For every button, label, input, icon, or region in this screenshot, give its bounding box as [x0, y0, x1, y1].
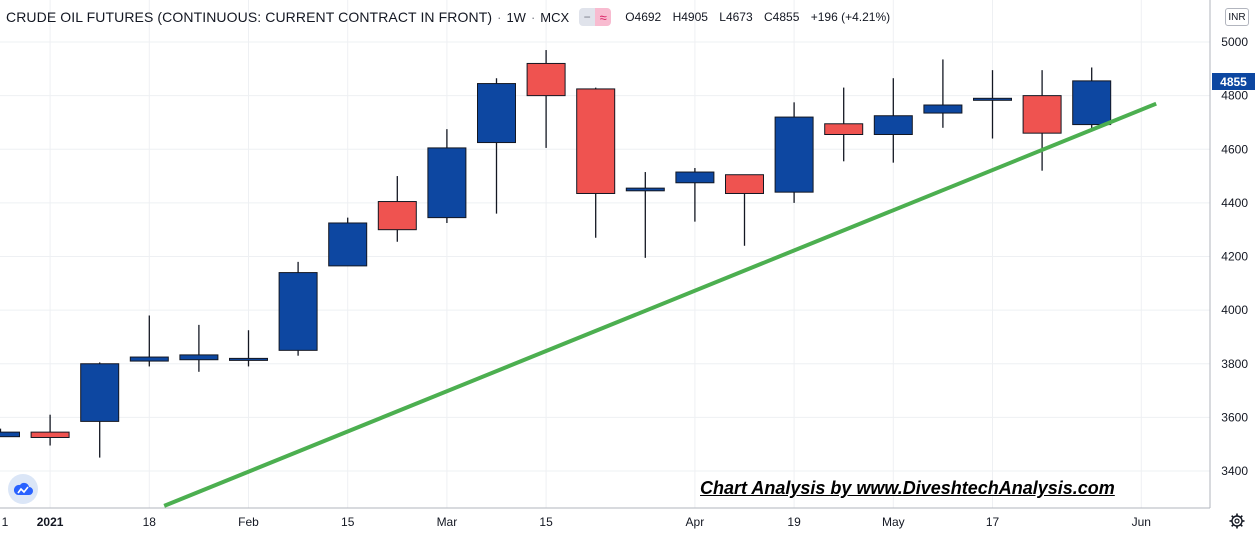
last-price-label: 4855	[1212, 73, 1255, 90]
interval-label[interactable]: 1W	[506, 9, 526, 25]
candle-body	[30, 431, 70, 438]
change-value: +196 (+4.21%)	[810, 10, 891, 24]
cloud-logo-icon[interactable]	[8, 474, 38, 504]
time-tick-label: Apr	[686, 515, 705, 529]
watermark-text: Chart Analysis by www.DiveshtechAnalysis…	[700, 478, 1115, 498]
bullish-candle	[278, 261, 318, 356]
bullish-candle	[774, 102, 814, 203]
gear-icon[interactable]	[1228, 512, 1246, 530]
price-tick-label: 5000	[1221, 35, 1248, 49]
time-tick-label: 18	[143, 515, 157, 529]
low-value: L4673	[719, 10, 753, 24]
time-tick-label: May	[882, 515, 905, 529]
candle-body	[179, 354, 219, 361]
time-tick-label: 15	[539, 515, 553, 529]
time-tick-label: 15	[341, 515, 355, 529]
candle-body	[80, 363, 120, 422]
bullish-candle	[973, 70, 1012, 139]
candle-body	[1072, 80, 1112, 126]
price-tick-label: 4000	[1221, 303, 1248, 317]
bullish-candle	[0, 428, 20, 438]
bullish-candle	[675, 168, 715, 222]
exchange-label[interactable]: MCX	[540, 9, 570, 25]
bearish-candle	[377, 176, 417, 242]
bullish-candle	[625, 172, 665, 258]
candle-body	[1022, 95, 1062, 134]
time-tick-label: 1	[2, 515, 9, 529]
price-tick-label: 4800	[1221, 89, 1248, 103]
open-value: O4692	[625, 10, 662, 24]
bullish-candle	[923, 59, 963, 128]
bullish-candle	[328, 217, 368, 267]
bearish-candle	[576, 87, 616, 238]
candle-body	[526, 62, 566, 97]
close-value: C4855	[764, 10, 800, 24]
bearish-candle	[1022, 70, 1062, 171]
bullish-candle	[1072, 67, 1112, 130]
bearish-candle	[30, 414, 70, 446]
price-tick-label: 4200	[1221, 250, 1248, 264]
time-tick-label: 19	[787, 515, 801, 529]
time-tick-label: Feb	[238, 515, 259, 529]
bullish-candle	[80, 362, 120, 458]
bullish-candle	[427, 129, 467, 223]
ohlc-values: O4692 H4905 L4673 C4855 +196 (+4.21%)	[625, 10, 898, 24]
separator: ·	[530, 9, 536, 25]
candle-body	[675, 171, 715, 184]
time-axis[interactable]: 1 2021 18 Feb 15 Mar 15 Apr 19 May 17 Jun	[2, 515, 1151, 529]
candle-body	[774, 116, 814, 193]
bearish-candle	[526, 50, 566, 148]
candle-body	[229, 357, 268, 361]
candle-body	[129, 356, 169, 362]
candle-body	[725, 174, 764, 194]
candle-body	[0, 431, 20, 438]
trendline-layer[interactable]	[163, 101, 1157, 508]
symbol-title[interactable]: CRUDE OIL FUTURES (CONTINUOUS: CURRENT C…	[6, 9, 493, 25]
approx-icon[interactable]: ≈	[595, 8, 612, 26]
chart-header: CRUDE OIL FUTURES (CONTINUOUS: CURRENT C…	[0, 0, 898, 34]
high-value: H4905	[672, 10, 708, 24]
candle-body	[923, 104, 963, 114]
price-tick-label: 3800	[1221, 357, 1248, 371]
candle-body	[625, 187, 665, 192]
candlestick-series	[0, 50, 1112, 458]
bearish-candle	[824, 87, 864, 162]
bearish-candle	[725, 174, 764, 246]
time-tick-label: Mar	[437, 515, 458, 529]
time-tick-label: Jun	[1132, 515, 1151, 529]
bullish-candle	[873, 78, 913, 163]
bullish-candle	[477, 78, 516, 214]
candle-body	[477, 83, 516, 144]
candle-body	[427, 147, 467, 219]
bullish-candle	[129, 315, 169, 367]
candle-body	[576, 88, 616, 194]
candle-body	[278, 272, 318, 351]
time-tick-label: 2021	[37, 515, 64, 529]
chart-badge[interactable]: − ≈	[579, 8, 612, 26]
price-axis[interactable]: 3400 3600 3800 4000 4200 4400 4600 4800 5000	[1221, 35, 1248, 478]
price-tick-label: 3600	[1221, 410, 1248, 424]
candle-body	[973, 97, 1012, 101]
minus-icon[interactable]: −	[579, 8, 596, 26]
time-tick-label: 17	[986, 515, 1000, 529]
currency-label[interactable]: INR	[1225, 8, 1249, 26]
bullish-candle	[229, 330, 268, 367]
support-trendline	[163, 101, 1157, 508]
price-tick-label: 4400	[1221, 196, 1248, 210]
price-tick-label: 4600	[1221, 142, 1248, 156]
price-tick-label: 3400	[1221, 464, 1248, 478]
candle-body	[328, 222, 368, 267]
candle-body	[824, 123, 864, 136]
candle-body	[873, 115, 913, 136]
bullish-candle	[179, 324, 219, 372]
separator: ·	[497, 9, 502, 25]
candle-body	[377, 201, 417, 231]
